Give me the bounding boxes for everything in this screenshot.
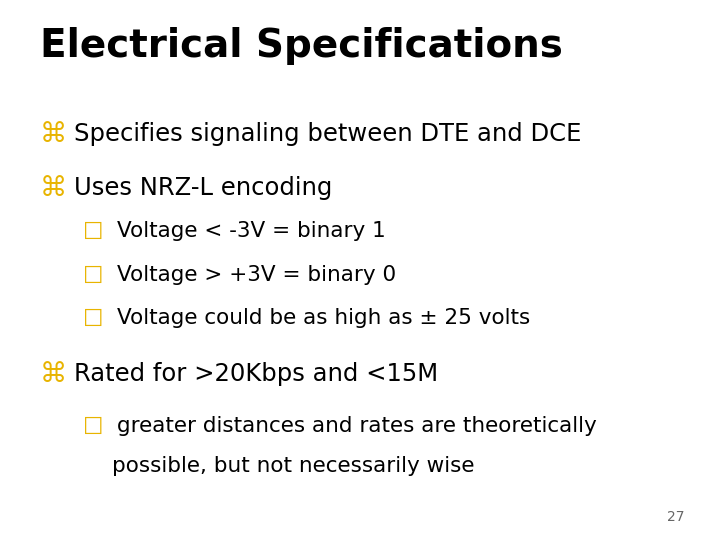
Text: Rated for >20Kbps and <15M: Rated for >20Kbps and <15M: [74, 362, 438, 386]
Text: Electrical Specifications: Electrical Specifications: [40, 27, 562, 65]
Text: ☐: ☐: [83, 221, 103, 245]
Text: ⌘: ⌘: [40, 122, 67, 147]
Text: greater distances and rates are theoretically: greater distances and rates are theoreti…: [117, 416, 597, 436]
Text: ⌘: ⌘: [40, 176, 67, 201]
Text: Voltage > +3V = binary 0: Voltage > +3V = binary 0: [117, 265, 397, 285]
Text: possible, but not necessarily wise: possible, but not necessarily wise: [112, 456, 474, 476]
Text: ☐: ☐: [83, 416, 103, 439]
Text: ☐: ☐: [83, 308, 103, 331]
Text: Voltage < -3V = binary 1: Voltage < -3V = binary 1: [117, 221, 386, 241]
Text: ☐: ☐: [83, 265, 103, 288]
Text: Uses NRZ-L encoding: Uses NRZ-L encoding: [74, 176, 333, 199]
Text: Specifies signaling between DTE and DCE: Specifies signaling between DTE and DCE: [74, 122, 582, 145]
Text: ⌘: ⌘: [40, 362, 67, 388]
Text: 27: 27: [667, 510, 684, 524]
Text: Voltage could be as high as ± 25 volts: Voltage could be as high as ± 25 volts: [117, 308, 531, 328]
